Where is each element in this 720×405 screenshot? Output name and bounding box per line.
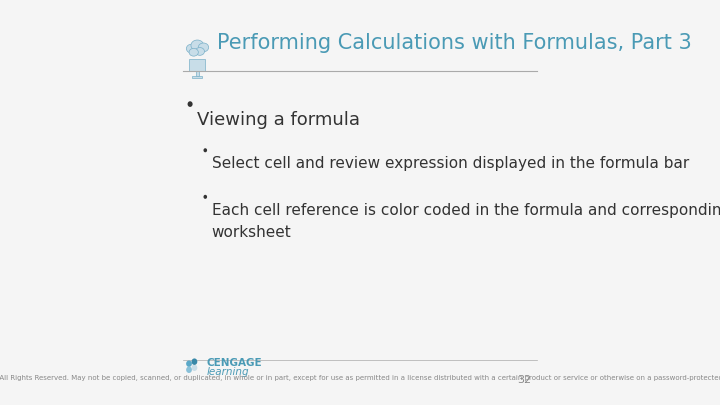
Ellipse shape: [195, 47, 204, 55]
Bar: [196, 71, 199, 76]
Circle shape: [192, 364, 197, 371]
Bar: [192, 76, 202, 78]
Ellipse shape: [189, 48, 198, 56]
Ellipse shape: [198, 43, 209, 52]
Circle shape: [204, 195, 207, 199]
Circle shape: [204, 148, 207, 152]
Circle shape: [186, 367, 192, 373]
Circle shape: [192, 358, 197, 365]
Text: learning: learning: [207, 367, 249, 377]
Text: CENGAGE: CENGAGE: [207, 358, 262, 368]
Text: Performing Calculations with Formulas, Part 3: Performing Calculations with Formulas, P…: [217, 32, 692, 53]
Text: Viewing a formula: Viewing a formula: [197, 111, 359, 129]
Bar: [189, 59, 205, 71]
Text: Select cell and review expression displayed in the formula bar: Select cell and review expression displa…: [212, 156, 689, 171]
Circle shape: [186, 360, 192, 367]
Text: Each cell reference is color coded in the formula and corresponding cell in the
: Each cell reference is color coded in th…: [212, 202, 720, 240]
Circle shape: [188, 101, 193, 107]
Text: 32: 32: [518, 375, 531, 385]
Ellipse shape: [191, 40, 204, 51]
Ellipse shape: [186, 44, 197, 53]
Text: © 2013 Cengage Learning. All Rights Reserved. May not be copied, scanned, or dup: © 2013 Cengage Learning. All Rights Rese…: [0, 375, 720, 381]
